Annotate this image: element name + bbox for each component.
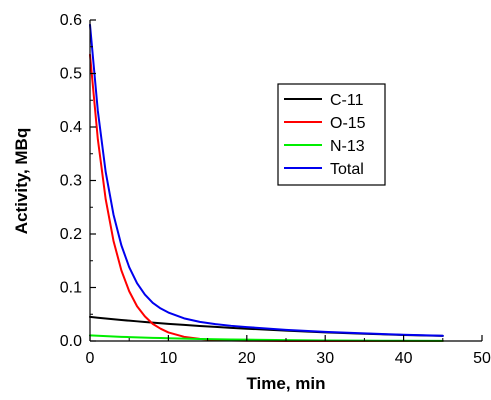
y-tick-label: 0.6 bbox=[60, 12, 82, 29]
y-tick-label: 0.0 bbox=[60, 333, 82, 350]
series-line-n-13 bbox=[89, 334, 444, 342]
axes-layer: 0 10 20 30 40 50 0.0 0.1 0.2 0.3 0.4 0.5 0.6 bbox=[60, 12, 491, 367]
x-tick-label: 0 bbox=[86, 350, 95, 367]
y-tick-label: 0.1 bbox=[60, 280, 82, 297]
legend-label: O-15 bbox=[330, 115, 366, 132]
x-tick-label: 10 bbox=[160, 350, 178, 367]
x-tick-label: 30 bbox=[316, 350, 334, 367]
x-tick-label: 50 bbox=[473, 350, 491, 367]
y-axis-title: Activity, MBq bbox=[12, 128, 31, 234]
y-tick-label: 0.3 bbox=[60, 173, 82, 190]
series-line-o-15 bbox=[89, 53, 444, 342]
y-tick-label: 0.4 bbox=[60, 119, 82, 136]
x-tick-label: 20 bbox=[238, 350, 256, 367]
y-tick-label: 0.2 bbox=[60, 226, 82, 243]
legend-label: Total bbox=[330, 161, 364, 178]
y-tick-label: 0.5 bbox=[60, 66, 82, 83]
series-line-total bbox=[89, 23, 444, 337]
x-tick-label: 40 bbox=[395, 350, 413, 367]
series-layer bbox=[89, 23, 444, 342]
series-line-c-11 bbox=[89, 315, 444, 337]
legend-label: C-11 bbox=[330, 92, 364, 109]
x-axis-title: Time, min bbox=[246, 374, 325, 393]
legend-label: N-13 bbox=[330, 138, 365, 155]
legend: C-11 O-15 N-13 Total bbox=[277, 83, 386, 186]
